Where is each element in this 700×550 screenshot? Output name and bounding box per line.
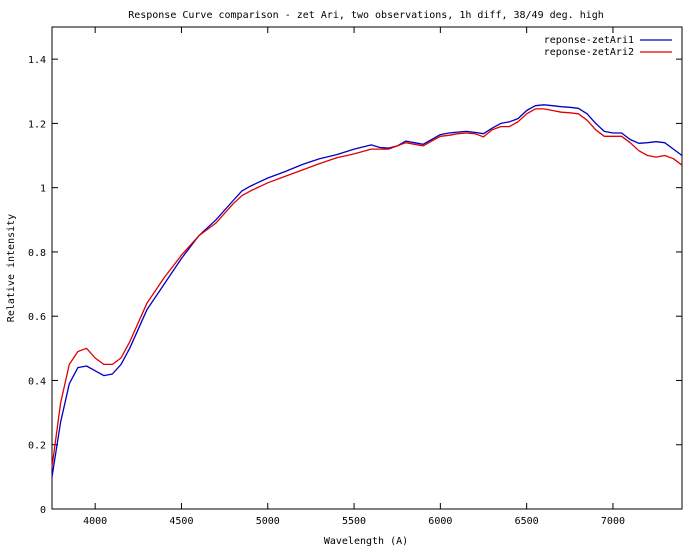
y-axis-label: Relative intensity (6, 214, 17, 322)
x-tick-label: 5000 (256, 516, 280, 527)
y-tick-label: 0 (40, 505, 46, 516)
x-tick-label: 4000 (83, 516, 107, 527)
y-tick-label: 1 (40, 184, 46, 195)
series-line-reponse-zetAri1 (51, 104, 683, 478)
y-tick-label: 0.4 (28, 376, 46, 387)
x-tick-label: 6500 (515, 516, 539, 527)
x-axis-label: Wavelength (A) (324, 536, 408, 547)
y-tick-label: 0.6 (28, 312, 46, 323)
y-tick-label: 1.2 (28, 119, 46, 130)
chart-title: Response Curve comparison - zet Ari, two… (128, 10, 604, 21)
series-line-reponse-zetAri2 (51, 108, 683, 468)
plot-area-frame (51, 26, 683, 510)
x-tick-label: 5500 (342, 516, 366, 527)
y-tick-label: 0.8 (28, 248, 46, 259)
x-tick-label: 7000 (601, 516, 625, 527)
series-layer (51, 104, 683, 478)
legend-label: reponse-zetAri1 (544, 35, 634, 46)
y-tick-label: 0.2 (28, 441, 46, 452)
y-tick-label: 1.4 (28, 55, 46, 66)
legend-label: reponse-zetAri2 (544, 47, 634, 58)
x-tick-label: 6000 (428, 516, 452, 527)
axis-ticks: 4000 4500 5000 5500 6000 6500 7000 0 0.2 0.4 0.6 0.… (28, 27, 682, 527)
x-tick-label: 4500 (169, 516, 193, 527)
